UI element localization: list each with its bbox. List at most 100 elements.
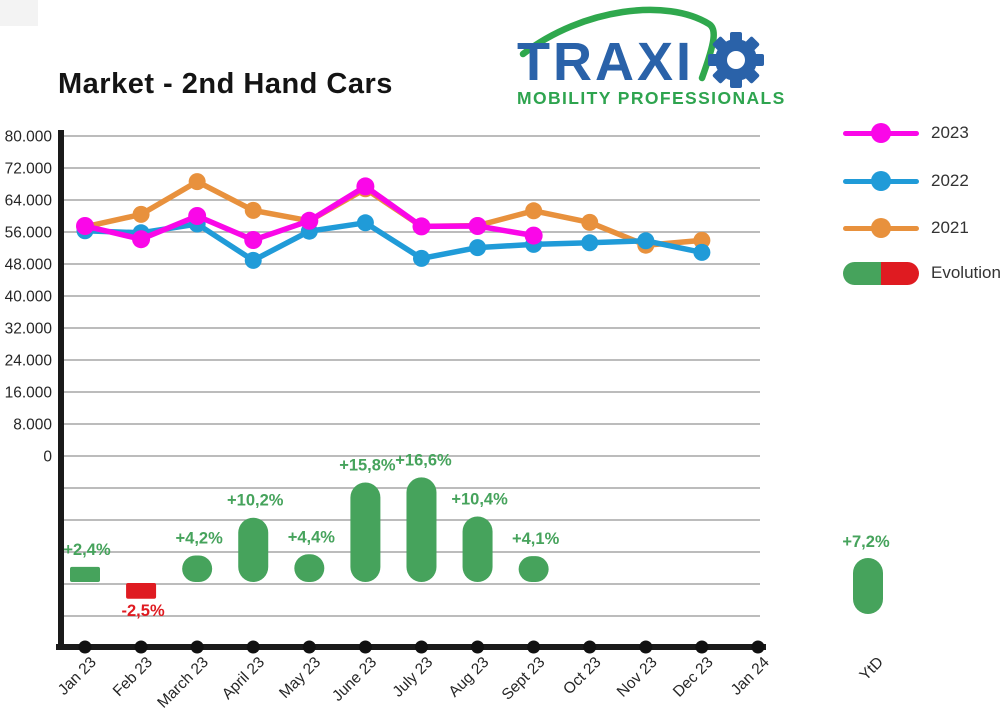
y-axis-tick-label: 16.000 [5,385,53,402]
logo-brand-text: TRAXI [517,32,694,92]
x-axis-tick-label: July 23 [390,654,437,701]
series-2022 [76,214,711,269]
x-axis-tick-label: April 23 [219,654,268,703]
data-point-2023 [524,226,543,245]
x-axis-tick-label: March 23 [154,654,212,712]
x-axis-tick-label: Dec 23 [670,654,717,701]
evolution-bar-label: +2,4% [63,541,111,559]
legend-item-2022: 2022 [843,169,993,195]
y-axis-tick-label: 80.000 [5,129,53,146]
legend-pill-red-half [881,262,919,285]
legend-pill-evolution [843,262,919,285]
evolution-bar-label: +10,4% [451,490,508,508]
data-point-2023 [244,231,263,249]
screen-corner-artifact [0,0,38,26]
data-point-2021 [525,202,543,220]
y-axis-tick-label: 0 [43,449,52,466]
y-axis-tick-label: 32.000 [5,321,53,338]
x-axis-tick-label: Jan 23 [55,654,100,699]
evolution-bar [518,556,549,582]
data-point-2022 [693,243,711,261]
data-point-2023 [76,217,94,235]
series-line-2021 [84,178,703,248]
evolution-bar-label: +15,8% [339,456,396,474]
x-axis-line [56,644,766,650]
x-axis-tick-label: Aug 23 [446,654,493,701]
y-axis-line [58,130,64,650]
data-point-2023 [468,217,487,235]
data-point-2021 [244,201,262,219]
x-axis-marker-dot [246,640,260,654]
x-axis-marker-dot [134,640,148,654]
evolution-bar-label: +10,2% [227,492,284,510]
x-axis-tick-label: Sept 23 [499,654,549,704]
data-point-2023 [356,177,375,196]
x-axis-marker-dot [471,640,485,654]
ytd-bar [853,558,883,614]
data-point-2023 [132,230,151,249]
x-axis-marker-dot [358,640,372,654]
evolution-bar [462,516,493,582]
gear-icon [708,32,764,88]
logo-swoosh [519,6,717,82]
evolution-bar [238,517,269,582]
x-axis-marker-dot [302,640,316,654]
x-axis-marker-dot [78,640,92,654]
data-point-2021 [132,205,150,223]
data-point-2023 [300,211,319,230]
x-axis-marker-dot [639,640,653,654]
y-axis-tick-label: 24.000 [5,353,53,370]
evolution-bar [70,566,100,582]
series-line-2022 [84,220,703,264]
legend-label-2022: 2022 [931,171,969,190]
data-point-2022 [356,214,374,232]
data-point-2022 [637,232,655,250]
x-axis-marker-dot [190,640,204,654]
x-axis-tick-label: Nov 23 [614,654,661,701]
x-axis-tick-label: Feb 23 [110,654,156,700]
data-point-2023 [412,217,431,236]
x-axis-tick-label: Jan 24 [728,654,773,699]
legend-label-evolution: Evolution [931,263,1000,282]
series-2023 [76,177,543,249]
y-axis-tick-label: 40.000 [5,289,53,306]
x-axis-marker-dot [527,640,541,654]
evolution-bar-label: +4,1% [512,530,560,548]
legend-label-2023: 2023 [931,123,969,142]
evolution-bar [182,555,213,582]
data-point-2022 [581,234,599,252]
y-axis-tick-label: 8.000 [13,417,52,434]
evolution-bar-label: -2,5% [122,602,165,620]
evolution-bar [350,482,381,582]
x-axis-marker-dot [695,640,709,654]
legend-item-2023: 2023 [843,121,993,147]
data-point-2023 [188,207,207,225]
x-axis-marker-dot [414,640,428,654]
y-axis-tick-label: 64.000 [5,193,53,210]
evolution-bar-label: +4,4% [288,528,336,546]
evolution-bar-label: +16,6% [395,451,452,469]
x-axis-marker-dot [583,640,597,654]
ytd-tick-label: YtD [857,654,887,684]
legend-label-2021: 2021 [931,218,969,237]
evolution-bar [126,583,157,599]
logo-tagline: MOBILITY PROFESSIONALS [517,88,785,108]
page-title: Market - 2nd Hand Cars [58,68,393,100]
y-axis-tick-label: 72.000 [5,161,53,178]
y-axis-tick-label: 48.000 [5,257,53,274]
evolution-bar [406,477,437,582]
data-point-2022 [244,251,262,269]
legend-dot-2022 [871,171,891,191]
legend-item-evolution: Evolution [843,261,1000,287]
data-point-2021 [188,173,206,191]
data-point-2022 [412,249,430,267]
data-point-2022 [469,239,487,257]
x-axis-tick-label: May 23 [276,654,324,702]
x-axis-marker-dot [751,640,765,654]
x-axis-tick-label: June 23 [329,654,380,705]
x-axis-tick-label: Oct 23 [560,654,604,698]
data-point-2021 [693,231,711,249]
legend-item-2021: 2021 [843,216,993,242]
evolution-bar [294,554,325,582]
